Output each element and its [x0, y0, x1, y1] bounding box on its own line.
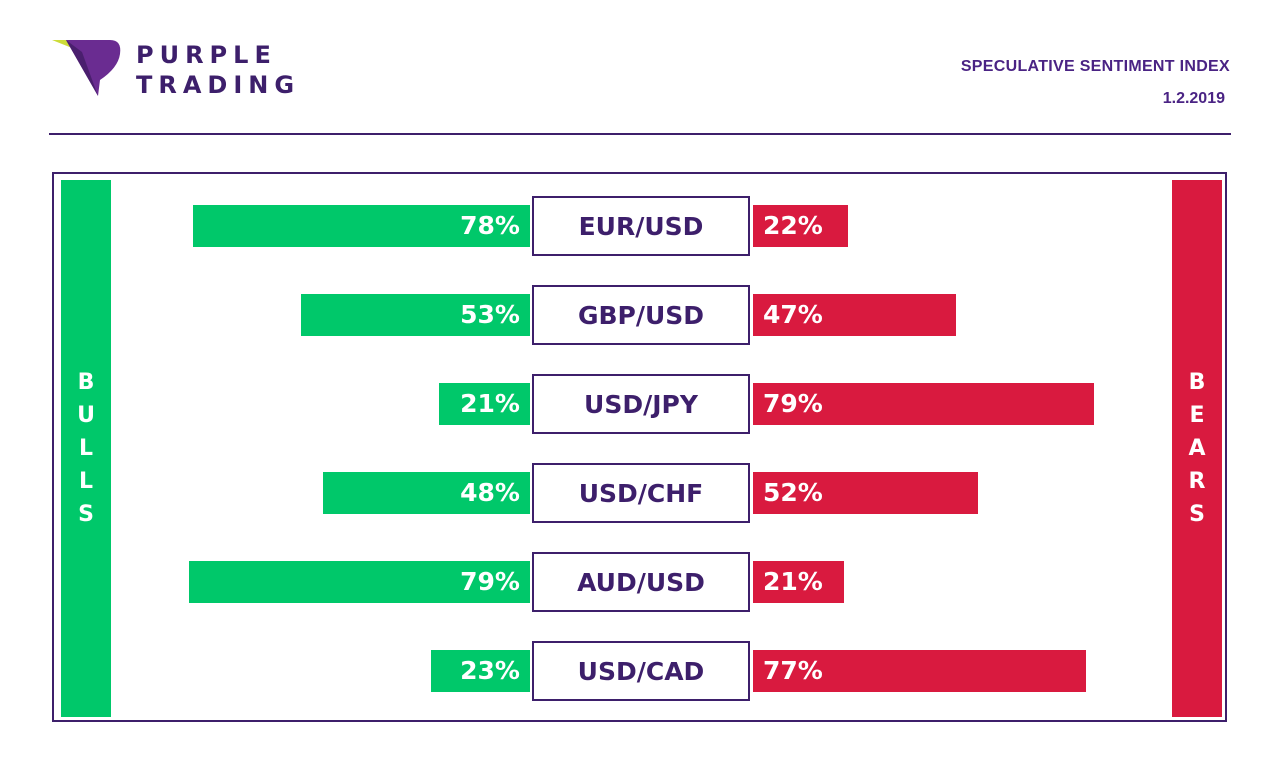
report-title: SPECULATIVE SENTIMENT INDEX	[960, 58, 1230, 75]
bulls-letter: L	[78, 469, 94, 494]
brand-line-1: PURPLE	[136, 41, 277, 69]
bulls-bar-usd-jpy: 21%	[439, 383, 530, 425]
bears-bar-aud-usd: 21%	[753, 561, 844, 603]
bears-bar-eur-usd: 22%	[753, 205, 849, 247]
header-divider	[49, 133, 1231, 135]
bulls-letter: S	[78, 502, 94, 527]
bulls-bar-usd-chf: 48%	[322, 472, 530, 514]
pair-label-aud-usd: AUD/USD	[532, 552, 750, 612]
pair-label-eur-usd: EUR/USD	[532, 196, 750, 256]
brand-line-2: TRADING	[136, 71, 301, 99]
bulls-bar-usd-cad: 23%	[430, 650, 530, 692]
bulls-bar-aud-usd: 79%	[188, 561, 530, 603]
bulls-letter: B	[77, 370, 95, 395]
pair-label-usd-chf: USD/CHF	[532, 463, 750, 523]
bears-letter: A	[1188, 436, 1206, 461]
bulls-bar-gbp-usd: 53%	[301, 294, 530, 336]
report-date: 1.2.2019	[1162, 90, 1225, 107]
bulls-letter: U	[77, 403, 95, 428]
pair-label-gbp-usd: GBP/USD	[532, 285, 750, 345]
pair-label-usd-cad: USD/CAD	[532, 641, 750, 701]
bears-bar-usd-chf: 52%	[753, 472, 978, 514]
chart-frame	[52, 172, 1227, 722]
bears-bar-usd-jpy: 79%	[753, 383, 1095, 425]
bears-bar-usd-cad: 77%	[753, 650, 1086, 692]
bulls-letter: L	[78, 436, 94, 461]
bears-letter: E	[1189, 403, 1205, 428]
bears-letter: B	[1188, 370, 1206, 395]
bears-letter: S	[1189, 502, 1205, 527]
bears-letter: R	[1188, 469, 1206, 494]
bears-bar-gbp-usd: 47%	[753, 294, 957, 336]
brand-name: PURPLE TRADING	[136, 40, 300, 100]
pair-label-usd-jpy: USD/JPY	[532, 374, 750, 434]
purple-trading-logo-icon	[52, 40, 121, 96]
bulls-bar-eur-usd: 78%	[193, 205, 530, 247]
